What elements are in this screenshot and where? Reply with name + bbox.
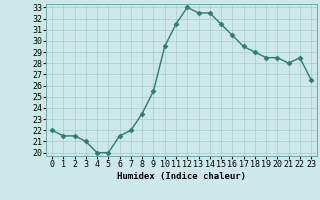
X-axis label: Humidex (Indice chaleur): Humidex (Indice chaleur) [117,172,246,181]
